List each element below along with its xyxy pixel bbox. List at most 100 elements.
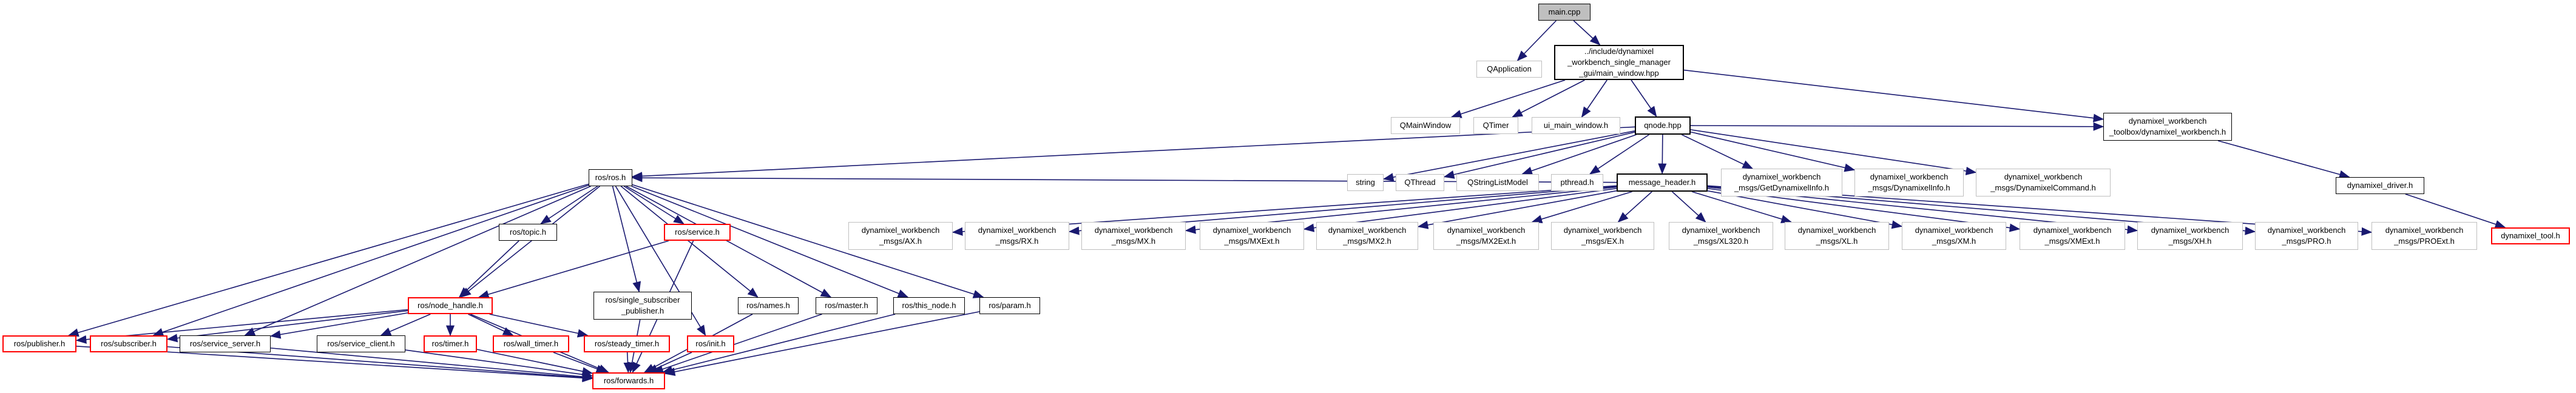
edge-ros-ros-h--ros-service-server-h [244, 186, 591, 336]
edge-message-header-h--ros-ros-h [631, 173, 1617, 183]
edge-ros-service-h--ros-node-handle-h [478, 240, 669, 299]
graph-node-label: _toolbox/dynamixel_workbench.h [2109, 127, 2226, 136]
edge-ros-service-client-h--ros-forwards-h [405, 349, 593, 379]
graph-node-label: dynamixel_workbench [1870, 172, 1949, 181]
graph-node-message-header-h[interactable]: message_header.h [1617, 173, 1708, 192]
graph-node-ui-main-window-h: ui_main_window.h [1532, 117, 1620, 134]
graph-node-dynamixel-tool-h[interactable]: dynamixel_tool.h [2491, 227, 2570, 244]
graph-node-ros-init-h[interactable]: ros/init.h [687, 335, 734, 352]
edge-qnode-hpp--get-dynamixel-info-h [1681, 134, 1754, 169]
edge-qnode-hpp--qstringlistmodel [1521, 134, 1637, 175]
graph-node-label: ros/subscriber.h [101, 339, 157, 348]
graph-node-ros-forwards-h[interactable]: ros/forwards.h [592, 372, 665, 389]
graph-node-label: dynamixel_workbench [2385, 226, 2464, 235]
graph-node-label: QApplication [1487, 64, 1532, 73]
graph-node-dynamixel-command-h: dynamixel_workbench _msgs/DynamixelComman… [1976, 169, 2111, 196]
graph-node-label: _msgs/AX.h [879, 237, 922, 246]
graph-node-msgs-xm-h: dynamixel_workbench _msgs/XM.h [1902, 222, 2006, 250]
graph-node-label: _msgs/MX2Ext.h [1456, 237, 1516, 246]
edge-main-cpp--main-window-hpp [1573, 20, 1601, 45]
graph-node-label: _msgs/DynamixelInfo.h [1868, 183, 1950, 192]
graph-node-ros-timer-h[interactable]: ros/timer.h [424, 335, 477, 352]
graph-node-label: dynamixel_workbench [1212, 226, 1291, 235]
graph-node-ros-names-h[interactable]: ros/names.h [738, 297, 799, 314]
graph-node-label: dynamixel_workbench [1742, 172, 1821, 181]
edge-ros-ros-h--ros-this-node-h [631, 186, 909, 298]
graph-node-label: ros/param.h [989, 301, 1031, 310]
graph-node-msgs-proext-h: dynamixel_workbench _msgs/PROExt.h [2371, 222, 2477, 250]
graph-node-ros-ros-h[interactable]: ros/ros.h [589, 169, 632, 186]
graph-node-label: dynamixel_workbench [2151, 226, 2229, 235]
graph-node-label: dynamixel_workbench [1915, 226, 1993, 235]
graph-node-label: dynamixel_workbench [1447, 226, 1526, 235]
edge-message-header-h--msgs-xl-h [1691, 191, 1792, 223]
edge-ros-topic-h--ros-node-handle-h [458, 240, 519, 298]
graph-node-ros-wall-timer-h[interactable]: ros/wall_timer.h [493, 335, 569, 352]
graph-node-label: dynamixel_workbench [1328, 226, 1407, 235]
graph-node-ros-node-handle-h[interactable]: ros/node_handle.h [408, 297, 493, 314]
graph-node-label: dynamixel_workbench [978, 226, 1056, 235]
graph-node-label: dynamixel_workbench [2004, 172, 2083, 181]
graph-node-ros-publisher-h[interactable]: ros/publisher.h [2, 335, 76, 352]
edge-ros-ros-h--ros-param-h [632, 184, 984, 298]
graph-node-label: dynamixel_workbench [1094, 226, 1173, 235]
graph-node-ros-service-client-h[interactable]: ros/service_client.h [317, 335, 405, 352]
graph-node-label: ros/node_handle.h [418, 301, 483, 310]
edge-ros-ros-h--ros-topic-h [540, 186, 598, 224]
graph-node-ros-param-h[interactable]: ros/param.h [979, 297, 1040, 314]
edge-ros-ros-h--ros-publisher-h [67, 183, 589, 337]
graph-node-label: _msgs/XL.h [1816, 237, 1858, 246]
graph-node-label: QTimer [1482, 121, 1509, 130]
graph-node-ros-service-h[interactable]: ros/service.h [664, 224, 731, 241]
edge-ros-timer-h--ros-forwards-h [476, 349, 593, 376]
edge-qnode-hpp--dynamixel-info-h [1690, 131, 1856, 172]
graph-node-msgs-mxext-h: dynamixel_workbench _msgs/MXExt.h [1200, 222, 1304, 250]
edge-message-header-h--msgs-ex-h [1617, 191, 1652, 223]
edge-ros-node-handle-h--ros-subscriber-h [166, 310, 408, 343]
edge-ros-ros-h--ros-single-subscriber-publisher-h [612, 186, 641, 293]
graph-node-main-cpp: main.cpp [1538, 4, 1591, 21]
edge-ros-node-handle-h--ros-service-client-h [380, 314, 431, 336]
graph-node-msgs-ax-h: dynamixel_workbench _msgs/AX.h [848, 222, 953, 250]
graph-node-qnode-hpp[interactable]: qnode.hpp [1635, 116, 1691, 135]
graph-node-label: _msgs/DynamixelCommand.h [1990, 183, 2096, 192]
edge-ros-this-node-h--ros-forwards-h [661, 314, 896, 374]
graph-node-dynamixel-workbench-toolbox-h[interactable]: dynamixel_workbench _toolbox/dynamixel_wo… [2103, 113, 2232, 141]
graph-node-main-window-hpp[interactable]: ../include/dynamixel _workbench_single_ma… [1554, 45, 1684, 80]
graph-node-ros-topic-h[interactable]: ros/topic.h [499, 224, 557, 241]
graph-node-msgs-rx-h: dynamixel_workbench _msgs/RX.h [965, 222, 1069, 250]
graph-node-label: QThread [1404, 178, 1436, 187]
graph-node-qtimer: QTimer [1473, 117, 1518, 134]
graph-node-label: _gui/main_window.hpp [1579, 69, 1659, 78]
graph-node-label: _msgs/MXExt.h [1224, 237, 1280, 246]
graph-node-ros-subscriber-h[interactable]: ros/subscriber.h [90, 335, 167, 352]
graph-node-ros-steady-timer-h[interactable]: ros/steady_timer.h [584, 335, 670, 352]
edge-ros-ros-h--ros-service-h [623, 186, 685, 224]
graph-node-ros-master-h[interactable]: ros/master.h [816, 297, 877, 314]
graph-node-dynamixel-driver-h[interactable]: dynamixel_driver.h [2336, 177, 2424, 194]
graph-node-dynamixel-info-h: dynamixel_workbench _msgs/DynamixelInfo.h [1854, 169, 1964, 196]
graph-node-label: _msgs/GetDynamixelInfo.h [1734, 183, 1830, 192]
graph-node-label: ros/steady_timer.h [594, 339, 660, 348]
edge-qnode-hpp--dynamixel-command-h [1690, 129, 1977, 175]
graph-node-label: ros/ros.h [595, 173, 626, 182]
graph-node-msgs-xmext-h: dynamixel_workbench _msgs/XMExt.h [2020, 222, 2125, 250]
graph-node-label: ros/this_node.h [902, 301, 956, 310]
edge-main-window-hpp--qnode-hpp [1631, 79, 1657, 118]
graph-node-label: _msgs/XMExt.h [2044, 237, 2100, 246]
graph-node-label: _msgs/EX.h [1581, 237, 1624, 246]
edge-ros-ros-h--ros-node-handle-h [460, 186, 600, 298]
graph-node-qapplication: QApplication [1476, 61, 1542, 78]
edge-qnode-hpp--string-h [1382, 130, 1635, 182]
graph-node-label: dynamixel_workbench [2267, 226, 2346, 235]
graph-node-msgs-xl320-h: dynamixel_workbench _msgs/XL320.h [1669, 222, 1773, 250]
graph-node-ros-this-node-h[interactable]: ros/this_node.h [893, 297, 965, 314]
graph-node-label: ros/init.h [695, 339, 726, 348]
graph-node-ros-single-subscriber-publisher-h[interactable]: ros/single_subscriber _publisher.h [593, 292, 692, 320]
graph-node-label: QMainWindow [1399, 121, 1452, 130]
graph-node-ros-service-server-h[interactable]: ros/service_server.h [180, 335, 271, 352]
edge-qnode-hpp--qthread [1443, 132, 1635, 179]
graph-node-label: dynamixel_workbench [2033, 226, 2112, 235]
graph-node-label: string [1356, 178, 1375, 187]
